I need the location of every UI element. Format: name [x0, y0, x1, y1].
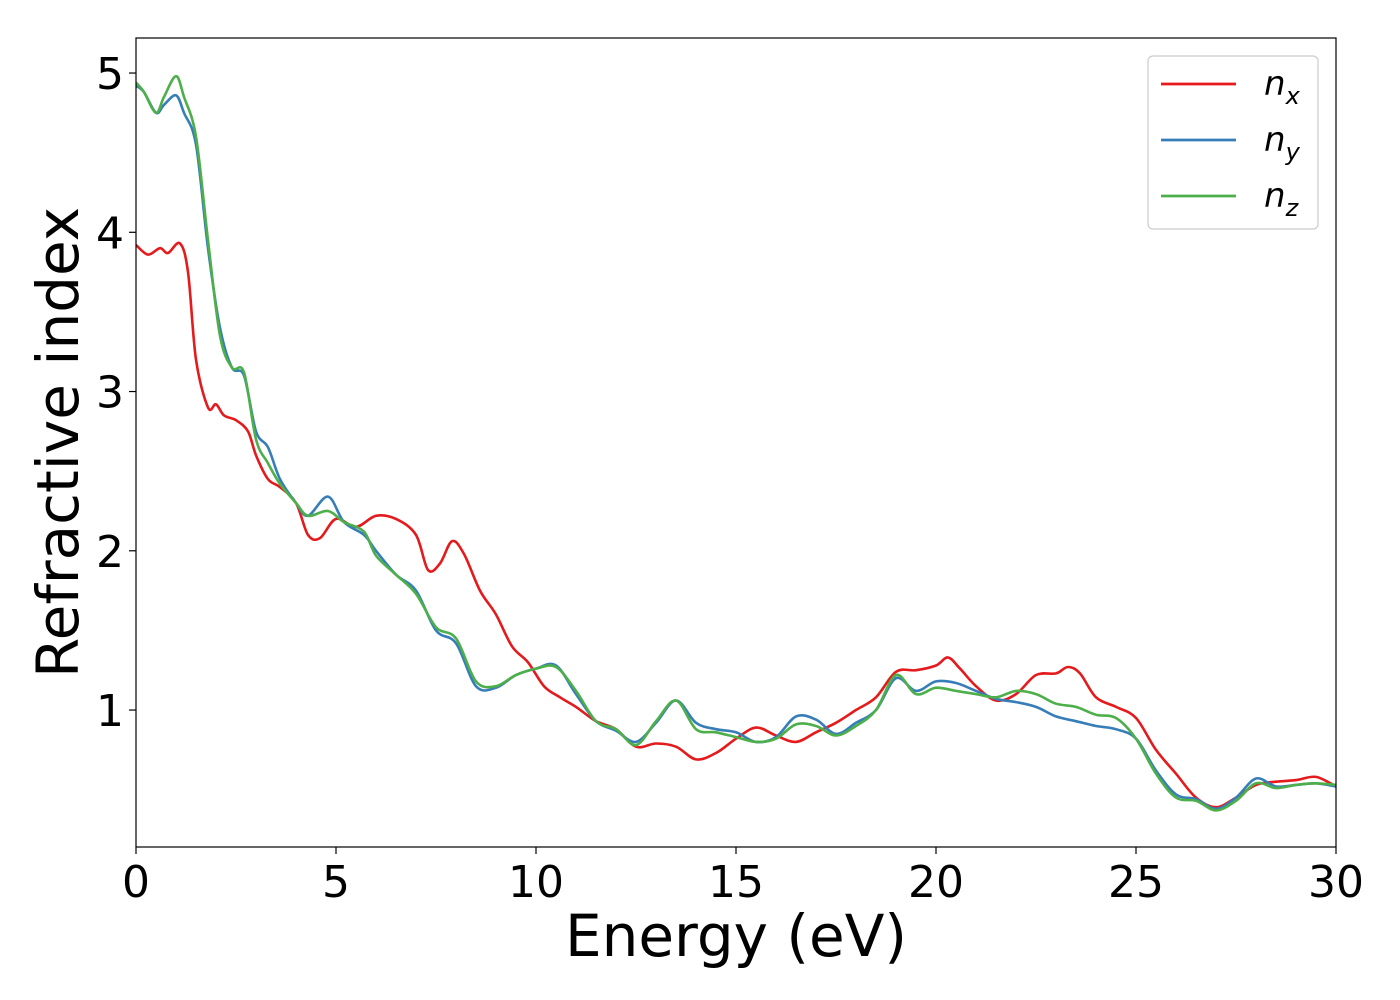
x-tick-label: 20: [908, 857, 964, 908]
x-tick-label: 30: [1308, 857, 1364, 908]
series-line-z: [136, 74, 1336, 812]
x-tick-label: 25: [1108, 857, 1164, 908]
y-tick-label: 1: [96, 686, 124, 737]
x-tick-label: 0: [122, 857, 150, 908]
legend-box: [1147, 55, 1319, 230]
y-tick-label: 2: [96, 527, 124, 578]
legend-label-y: ny: [1264, 120, 1301, 166]
y-tick-label: 4: [96, 208, 124, 259]
x-axis-label: Energy (eV): [565, 902, 907, 970]
x-axis-ticks: 0 5 10 15 20 25 30: [122, 847, 1364, 908]
legend: nx ny nz: [1147, 55, 1319, 230]
x-tick-label: 15: [708, 857, 764, 908]
legend-label-x: nx: [1264, 64, 1301, 110]
series-lines: [136, 74, 1336, 812]
series-line-x: [136, 241, 1336, 809]
x-tick-label: 10: [508, 857, 564, 908]
y-tick-label: 5: [96, 49, 124, 100]
legend-label-z: nz: [1264, 176, 1300, 222]
x-tick-label: 5: [322, 857, 350, 908]
y-axis-ticks: 1 2 3 4 5: [96, 49, 136, 737]
y-tick-label: 3: [96, 368, 124, 419]
y-axis-label: Refractive index: [24, 207, 92, 678]
